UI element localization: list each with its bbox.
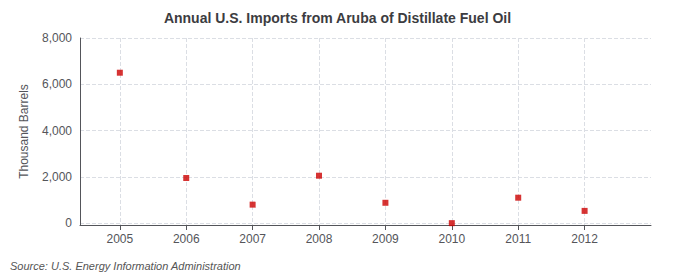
- svg-text:6,000: 6,000: [42, 77, 72, 91]
- svg-text:4,000: 4,000: [42, 124, 72, 138]
- svg-text:2006: 2006: [173, 232, 200, 246]
- svg-text:2007: 2007: [239, 232, 266, 246]
- svg-text:Source: U.S. Energy Informatio: Source: U.S. Energy Information Administ…: [10, 260, 241, 272]
- svg-text:2009: 2009: [372, 232, 399, 246]
- svg-text:2010: 2010: [438, 232, 465, 246]
- svg-text:2008: 2008: [306, 232, 333, 246]
- svg-text:2011: 2011: [505, 232, 531, 246]
- svg-text:Annual U.S. Imports from Aruba: Annual U.S. Imports from Aruba of Distil…: [164, 10, 511, 26]
- svg-text:2,000: 2,000: [42, 170, 72, 184]
- svg-text:2005: 2005: [106, 232, 133, 246]
- svg-text:0: 0: [65, 216, 72, 230]
- svg-text:Thousand Barrels: Thousand Barrels: [17, 84, 31, 179]
- svg-text:2012: 2012: [571, 232, 598, 246]
- svg-text:8,000: 8,000: [42, 31, 72, 45]
